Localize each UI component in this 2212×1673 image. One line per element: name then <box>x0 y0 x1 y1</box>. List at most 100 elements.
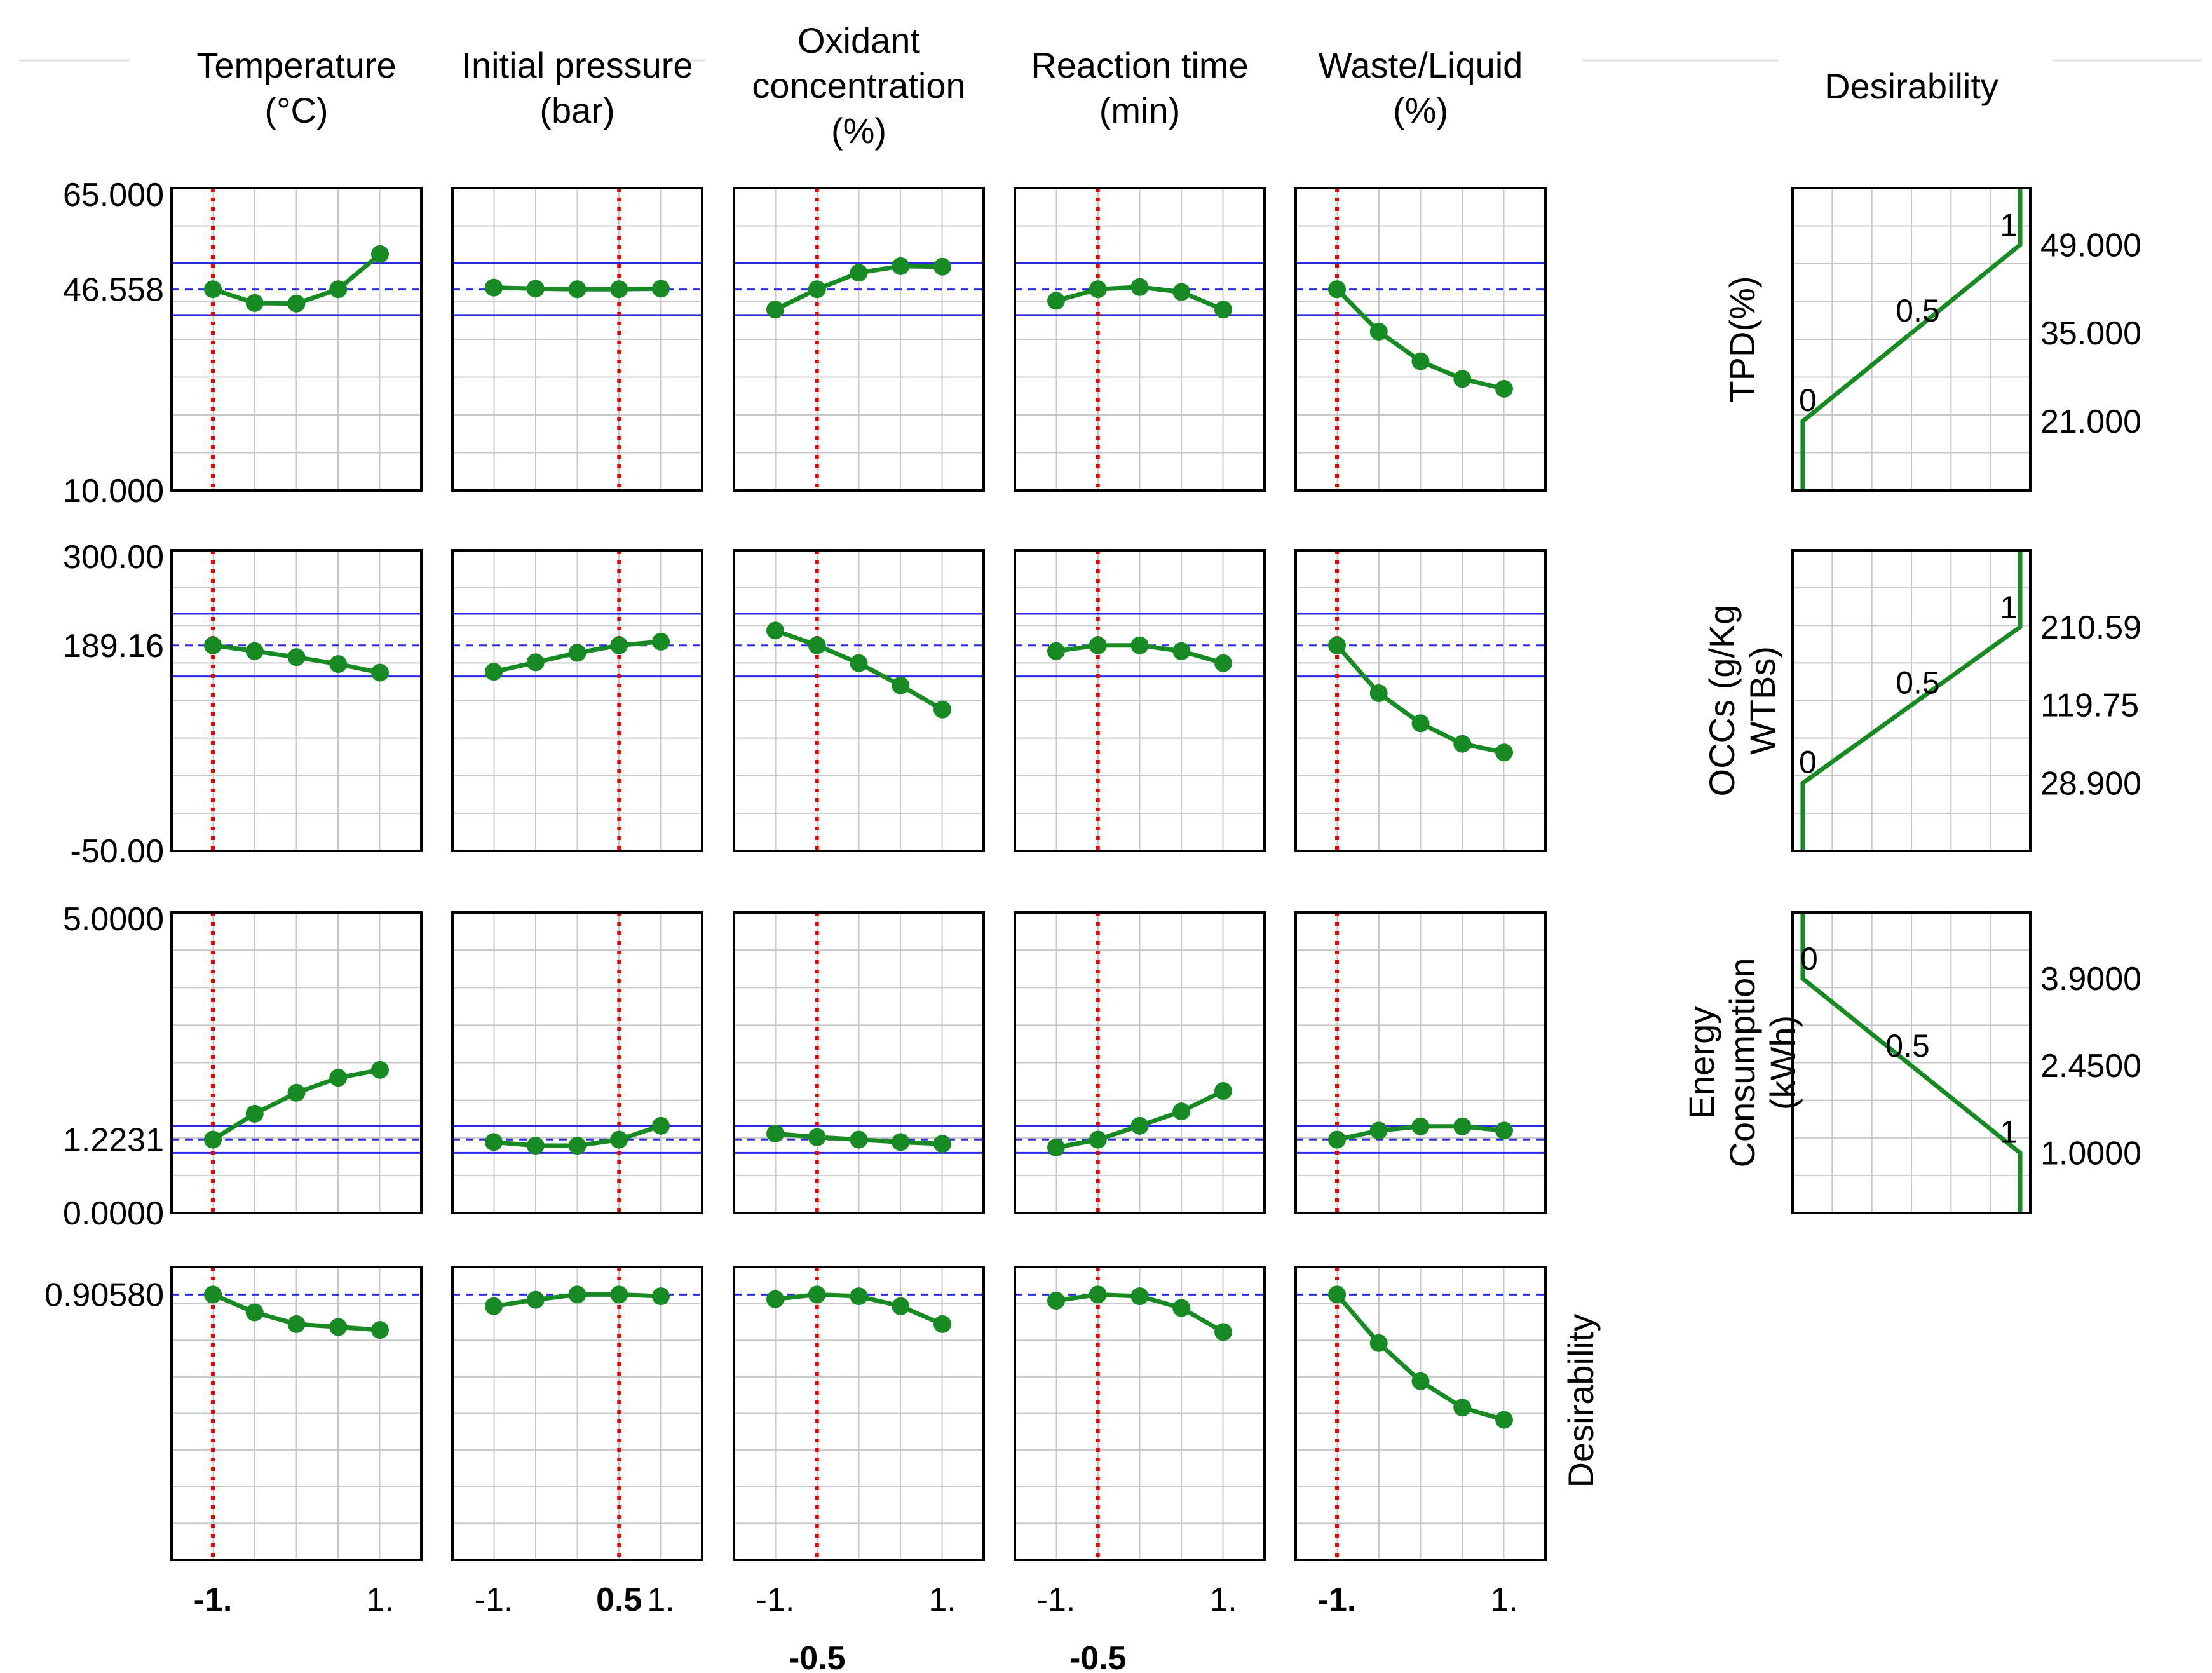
x-tick-label-c2-2: 1. <box>647 1582 674 1618</box>
x-tick-label-c4-1: -1. <box>1037 1582 1076 1618</box>
column-header-5-line-2: (%) <box>1393 90 1448 130</box>
x-tick-label-c3-1: -1. <box>756 1582 795 1618</box>
panel-r4-c3-point-4 <box>892 1297 910 1315</box>
desirability-panel-r3-axis-label-line-3: (kWh) <box>1763 1015 1803 1110</box>
panel-r2-c2-point-5 <box>652 632 670 651</box>
panel-r3-c3-point-3 <box>850 1130 868 1149</box>
panel-r2-c1-frame <box>170 549 423 852</box>
row-4-axis-label: Desirability <box>1561 1314 1601 1488</box>
panel-r3-c2-point-3 <box>568 1137 587 1155</box>
column-header-4-line-1: Reaction time <box>1031 45 1248 85</box>
panel-r3-c4-frame <box>1014 911 1266 1214</box>
desirability-panel-r3-axis-label-line-2: Consumption <box>1722 958 1762 1168</box>
panel-r4-c5-point-2 <box>1369 1334 1388 1352</box>
panel-r2-c4-point-3 <box>1130 636 1149 654</box>
panel-r4-c3-point-2 <box>808 1285 826 1304</box>
desirability-panel-r2-one-label: 1 <box>2000 590 2018 625</box>
panel-r1-c1-point-2 <box>245 294 264 312</box>
panel-r2-c4-point-1 <box>1047 642 1065 660</box>
panel-r1-c3-frame <box>733 187 985 492</box>
panel-r1-c5-point-3 <box>1411 352 1430 370</box>
panel-r1-c1-point-4 <box>329 280 348 299</box>
panel-r3-c4-point-1 <box>1047 1138 1065 1156</box>
panel-r3-c2-point-1 <box>485 1133 503 1151</box>
panel-r2-c3-point-4 <box>892 676 910 694</box>
panel-r3-c3-point-5 <box>933 1135 951 1153</box>
x-selected-level-label-c2: 0.5 <box>596 1582 642 1618</box>
panel-r1-c2-point-3 <box>568 280 587 299</box>
panel-r1-c3-point-4 <box>892 257 910 275</box>
panel-r1-c5-point-4 <box>1453 370 1472 388</box>
panel-r4-c4-point-5 <box>1214 1323 1232 1341</box>
panel-r3-c5-point-1 <box>1328 1130 1346 1149</box>
panel-r4-c1-point-1 <box>204 1285 222 1304</box>
column-header-4-line-2: (min) <box>1099 90 1181 130</box>
panel-r1-c5-point-5 <box>1495 379 1513 398</box>
panel-r2-c2-point-1 <box>485 663 503 681</box>
column-header-3-line-2: concentration <box>752 65 965 105</box>
desirability-panel-r3-one-label: 1 <box>2000 1114 2018 1149</box>
row-1-ymax-label: 65.000 <box>63 177 164 213</box>
x-tick-label-c3-2: 1. <box>928 1582 956 1618</box>
panel-r3-c1-point-1 <box>204 1130 222 1149</box>
panel-r2-c2-point-3 <box>568 644 587 662</box>
panel-r2-c1-point-1 <box>204 636 222 654</box>
panel-r4-c4-point-3 <box>1130 1287 1149 1306</box>
column-header-1-line-1: Temperature <box>196 45 396 85</box>
panel-r3-c3-point-4 <box>892 1133 910 1151</box>
panel-r3-c5-point-2 <box>1369 1121 1388 1140</box>
desirability-panel-r1-one-label: 1 <box>2000 207 2018 243</box>
panel-r4-c1-frame <box>170 1266 423 1561</box>
panel-r3-c3-frame <box>733 911 985 1214</box>
panel-r1-c1-point-3 <box>287 294 306 313</box>
panel-r4-c2-frame <box>451 1266 703 1561</box>
panel-r2-c3-point-3 <box>850 654 868 672</box>
desirability-panel-r2-tick-label-3: 210.59 <box>2040 609 2141 646</box>
x-selected-level-label-c3: -0.5 <box>789 1640 846 1673</box>
panel-r4-c3-point-5 <box>933 1315 951 1333</box>
desirability-panel-r3-half-label: 0.5 <box>1885 1028 1930 1064</box>
panel-r4-c5-frame <box>1294 1266 1547 1561</box>
panel-r4-c3-point-1 <box>766 1290 784 1308</box>
panel-r2-c5-point-4 <box>1453 735 1472 753</box>
x-tick-label-c1-2: 1. <box>366 1582 393 1618</box>
panel-r4-c4-frame <box>1014 1266 1266 1561</box>
panel-r3-c2-point-4 <box>610 1130 628 1149</box>
x-selected-level-label-c5: -1. <box>1318 1582 1357 1618</box>
panel-r3-c4-point-2 <box>1089 1130 1107 1149</box>
column-header-3-line-1: Oxidant <box>797 20 920 60</box>
desirability-panel-r1-half-label: 0.5 <box>1896 293 1940 329</box>
panel-r3-c5-point-4 <box>1453 1117 1472 1135</box>
panel-r2-c1-point-3 <box>287 648 306 667</box>
panel-r3-c3-point-1 <box>766 1125 784 1143</box>
row-2-ymax-label: 300.00 <box>63 539 164 576</box>
panel-r2-c5-point-2 <box>1369 684 1388 703</box>
panel-r1-c1-point-1 <box>204 280 222 299</box>
panel-r1-c4-point-2 <box>1089 280 1107 299</box>
panel-r1-c4-point-3 <box>1130 278 1149 296</box>
desirability-panel-r1-tick-label-1: 21.000 <box>2040 403 2141 440</box>
panel-r3-c2-point-2 <box>526 1137 545 1155</box>
panel-r1-c4-point-1 <box>1047 292 1065 310</box>
column-header-3-line-3: (%) <box>831 111 886 151</box>
panel-r2-c4-point-5 <box>1214 654 1232 672</box>
desirability-panel-r1-tick-label-2: 35.000 <box>2040 315 2141 352</box>
desirability-panel-r2-half-label: 0.5 <box>1896 665 1940 701</box>
panel-r1-c1-frame <box>170 187 423 492</box>
desirability-panel-r2-axis-label-line-2: WTBs) <box>1742 646 1782 755</box>
panel-r4-c2-point-2 <box>526 1290 545 1309</box>
row-1-current-value-label: 46.558 <box>63 272 164 309</box>
row-3-ymax-label: 5.0000 <box>63 901 164 938</box>
column-header-1-line-2: (°C) <box>264 90 328 130</box>
panel-r2-c4-frame <box>1014 549 1266 852</box>
panel-r2-c3-frame <box>733 549 985 852</box>
desirability-panel-r2-zero-label: 0 <box>1799 744 1817 780</box>
row-3-ymin-label: 0.0000 <box>63 1195 164 1232</box>
panel-r4-c5-point-3 <box>1411 1372 1430 1390</box>
desirability-panel-r1-tick-label-3: 49.000 <box>2040 227 2141 264</box>
panel-r4-c2-point-3 <box>568 1285 587 1304</box>
panel-r1-c4-point-5 <box>1214 301 1232 319</box>
panel-r2-c1-point-4 <box>329 655 348 674</box>
x-tick-label-c5-2: 1. <box>1490 1582 1517 1618</box>
line-layer <box>170 187 2032 1561</box>
